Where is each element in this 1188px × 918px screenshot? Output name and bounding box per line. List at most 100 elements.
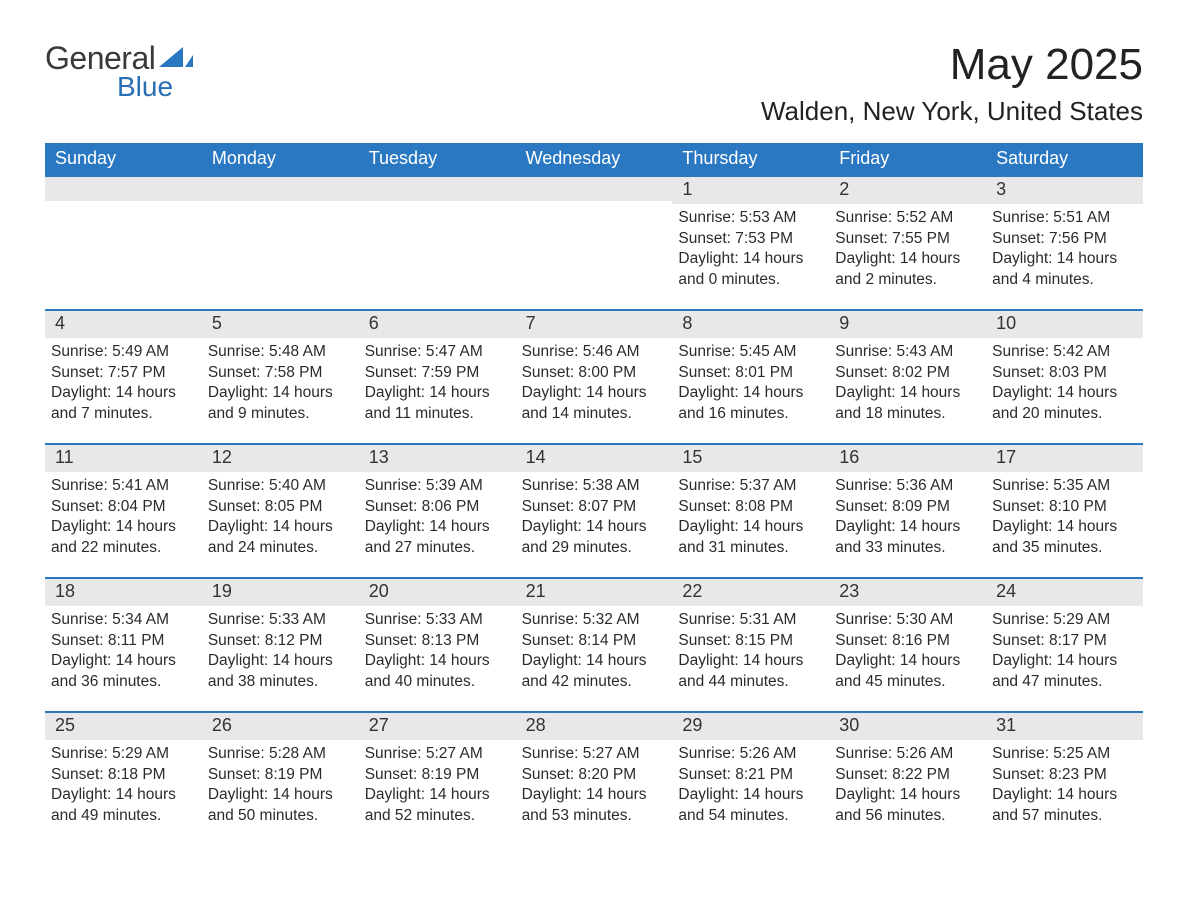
day-number: 31 bbox=[986, 713, 1143, 740]
day-number: 9 bbox=[829, 311, 986, 338]
day-number: 29 bbox=[672, 713, 829, 740]
sunset-line: Sunset: 8:22 PM bbox=[835, 765, 980, 786]
sunrise-line: Sunrise: 5:33 AM bbox=[208, 610, 353, 631]
sunset-line: Sunset: 8:03 PM bbox=[992, 363, 1137, 384]
brand-logo: General Blue bbox=[45, 40, 193, 103]
daylight-line: Daylight: 14 hours and 4 minutes. bbox=[992, 249, 1137, 290]
sunset-line: Sunset: 8:16 PM bbox=[835, 631, 980, 652]
sunrise-line: Sunrise: 5:37 AM bbox=[678, 476, 823, 497]
day-cell: 30Sunrise: 5:26 AMSunset: 8:22 PMDayligh… bbox=[829, 713, 986, 845]
day-cell: 4Sunrise: 5:49 AMSunset: 7:57 PMDaylight… bbox=[45, 311, 202, 443]
sunset-line: Sunset: 8:13 PM bbox=[365, 631, 510, 652]
day-number: 22 bbox=[672, 579, 829, 606]
sunrise-line: Sunrise: 5:47 AM bbox=[365, 342, 510, 363]
day-cell: 3Sunrise: 5:51 AMSunset: 7:56 PMDaylight… bbox=[986, 177, 1143, 309]
location-label: Walden, New York, United States bbox=[761, 96, 1143, 127]
sunset-line: Sunset: 7:59 PM bbox=[365, 363, 510, 384]
day-number: 10 bbox=[986, 311, 1143, 338]
sunset-line: Sunset: 8:19 PM bbox=[365, 765, 510, 786]
week-row: 4Sunrise: 5:49 AMSunset: 7:57 PMDaylight… bbox=[45, 309, 1143, 443]
day-cell: 11Sunrise: 5:41 AMSunset: 8:04 PMDayligh… bbox=[45, 445, 202, 577]
sunrise-line: Sunrise: 5:49 AM bbox=[51, 342, 196, 363]
day-number: 23 bbox=[829, 579, 986, 606]
day-number: 17 bbox=[986, 445, 1143, 472]
sunset-line: Sunset: 7:57 PM bbox=[51, 363, 196, 384]
day-number: 1 bbox=[672, 177, 829, 204]
day-cell: 7Sunrise: 5:46 AMSunset: 8:00 PMDaylight… bbox=[516, 311, 673, 443]
day-cell: 20Sunrise: 5:33 AMSunset: 8:13 PMDayligh… bbox=[359, 579, 516, 711]
sunrise-line: Sunrise: 5:40 AM bbox=[208, 476, 353, 497]
sunset-line: Sunset: 8:20 PM bbox=[522, 765, 667, 786]
day-number: 8 bbox=[672, 311, 829, 338]
sunset-line: Sunset: 7:58 PM bbox=[208, 363, 353, 384]
dow-cell: Wednesday bbox=[516, 143, 673, 175]
empty-day-cell bbox=[45, 177, 202, 309]
daylight-line: Daylight: 14 hours and 49 minutes. bbox=[51, 785, 196, 826]
day-number: 28 bbox=[516, 713, 673, 740]
sunset-line: Sunset: 8:07 PM bbox=[522, 497, 667, 518]
sunrise-line: Sunrise: 5:26 AM bbox=[678, 744, 823, 765]
day-number: 19 bbox=[202, 579, 359, 606]
sunrise-line: Sunrise: 5:35 AM bbox=[992, 476, 1137, 497]
day-number: 16 bbox=[829, 445, 986, 472]
daylight-line: Daylight: 14 hours and 7 minutes. bbox=[51, 383, 196, 424]
sunset-line: Sunset: 8:23 PM bbox=[992, 765, 1137, 786]
days-of-week-row: SundayMondayTuesdayWednesdayThursdayFrid… bbox=[45, 143, 1143, 175]
sunrise-line: Sunrise: 5:29 AM bbox=[992, 610, 1137, 631]
daylight-line: Daylight: 14 hours and 0 minutes. bbox=[678, 249, 823, 290]
dow-cell: Saturday bbox=[986, 143, 1143, 175]
day-number: 2 bbox=[829, 177, 986, 204]
daylight-line: Daylight: 14 hours and 11 minutes. bbox=[365, 383, 510, 424]
day-number: 18 bbox=[45, 579, 202, 606]
sunrise-line: Sunrise: 5:48 AM bbox=[208, 342, 353, 363]
sunset-line: Sunset: 7:55 PM bbox=[835, 229, 980, 250]
day-cell: 9Sunrise: 5:43 AMSunset: 8:02 PMDaylight… bbox=[829, 311, 986, 443]
daylight-line: Daylight: 14 hours and 50 minutes. bbox=[208, 785, 353, 826]
day-number: 14 bbox=[516, 445, 673, 472]
daylight-line: Daylight: 14 hours and 53 minutes. bbox=[522, 785, 667, 826]
day-cell: 22Sunrise: 5:31 AMSunset: 8:15 PMDayligh… bbox=[672, 579, 829, 711]
daylight-line: Daylight: 14 hours and 57 minutes. bbox=[992, 785, 1137, 826]
daylight-line: Daylight: 14 hours and 42 minutes. bbox=[522, 651, 667, 692]
sunrise-line: Sunrise: 5:39 AM bbox=[365, 476, 510, 497]
daylight-line: Daylight: 14 hours and 38 minutes. bbox=[208, 651, 353, 692]
day-cell: 13Sunrise: 5:39 AMSunset: 8:06 PMDayligh… bbox=[359, 445, 516, 577]
daylight-line: Daylight: 14 hours and 31 minutes. bbox=[678, 517, 823, 558]
day-cell: 18Sunrise: 5:34 AMSunset: 8:11 PMDayligh… bbox=[45, 579, 202, 711]
daylight-line: Daylight: 14 hours and 54 minutes. bbox=[678, 785, 823, 826]
sunset-line: Sunset: 8:11 PM bbox=[51, 631, 196, 652]
day-number: 15 bbox=[672, 445, 829, 472]
daylight-line: Daylight: 14 hours and 20 minutes. bbox=[992, 383, 1137, 424]
daylight-line: Daylight: 14 hours and 40 minutes. bbox=[365, 651, 510, 692]
day-cell: 10Sunrise: 5:42 AMSunset: 8:03 PMDayligh… bbox=[986, 311, 1143, 443]
daylight-line: Daylight: 14 hours and 2 minutes. bbox=[835, 249, 980, 290]
daylight-line: Daylight: 14 hours and 29 minutes. bbox=[522, 517, 667, 558]
sunrise-line: Sunrise: 5:31 AM bbox=[678, 610, 823, 631]
brand-name-part2: Blue bbox=[117, 71, 173, 103]
daylight-line: Daylight: 14 hours and 9 minutes. bbox=[208, 383, 353, 424]
day-cell: 23Sunrise: 5:30 AMSunset: 8:16 PMDayligh… bbox=[829, 579, 986, 711]
empty-day-cell bbox=[516, 177, 673, 309]
sunrise-line: Sunrise: 5:38 AM bbox=[522, 476, 667, 497]
day-number-bar-empty bbox=[359, 177, 516, 201]
day-cell: 21Sunrise: 5:32 AMSunset: 8:14 PMDayligh… bbox=[516, 579, 673, 711]
daylight-line: Daylight: 14 hours and 52 minutes. bbox=[365, 785, 510, 826]
day-cell: 1Sunrise: 5:53 AMSunset: 7:53 PMDaylight… bbox=[672, 177, 829, 309]
brand-sail-icon bbox=[159, 47, 193, 69]
day-number: 24 bbox=[986, 579, 1143, 606]
title-block: May 2025 Walden, New York, United States bbox=[761, 40, 1143, 127]
day-cell: 24Sunrise: 5:29 AMSunset: 8:17 PMDayligh… bbox=[986, 579, 1143, 711]
daylight-line: Daylight: 14 hours and 45 minutes. bbox=[835, 651, 980, 692]
day-cell: 15Sunrise: 5:37 AMSunset: 8:08 PMDayligh… bbox=[672, 445, 829, 577]
week-row: 11Sunrise: 5:41 AMSunset: 8:04 PMDayligh… bbox=[45, 443, 1143, 577]
sunset-line: Sunset: 8:14 PM bbox=[522, 631, 667, 652]
sunset-line: Sunset: 8:06 PM bbox=[365, 497, 510, 518]
weeks-container: 1Sunrise: 5:53 AMSunset: 7:53 PMDaylight… bbox=[45, 175, 1143, 845]
daylight-line: Daylight: 14 hours and 35 minutes. bbox=[992, 517, 1137, 558]
day-number: 30 bbox=[829, 713, 986, 740]
dow-cell: Tuesday bbox=[359, 143, 516, 175]
sunrise-line: Sunrise: 5:26 AM bbox=[835, 744, 980, 765]
day-cell: 5Sunrise: 5:48 AMSunset: 7:58 PMDaylight… bbox=[202, 311, 359, 443]
week-row: 25Sunrise: 5:29 AMSunset: 8:18 PMDayligh… bbox=[45, 711, 1143, 845]
week-row: 1Sunrise: 5:53 AMSunset: 7:53 PMDaylight… bbox=[45, 175, 1143, 309]
